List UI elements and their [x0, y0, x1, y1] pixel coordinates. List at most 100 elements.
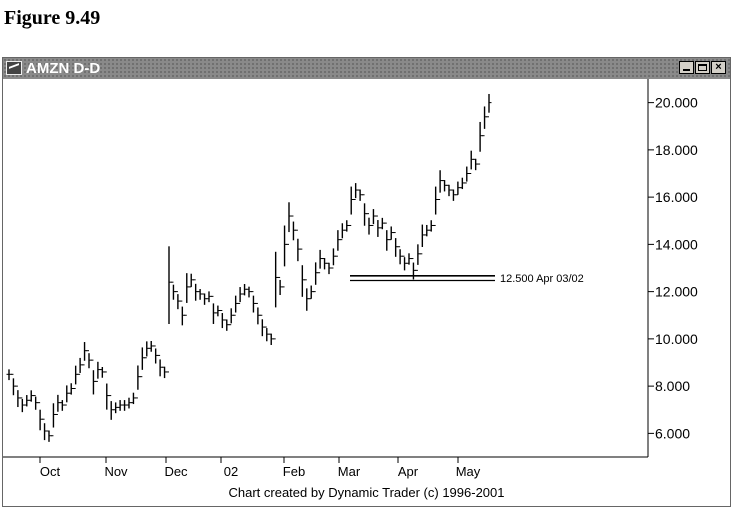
y-tick-label: 20.000: [655, 95, 698, 111]
price-bar: [255, 302, 261, 325]
price-bar: [357, 189, 363, 201]
price-bar: [433, 186, 439, 226]
close-button[interactable]: ×: [711, 61, 726, 74]
price-bar: [99, 366, 105, 378]
price-bar: [313, 262, 319, 293]
price-bar: [202, 293, 208, 305]
price-bar: [135, 365, 141, 399]
price-bar: [419, 224, 425, 255]
price-bar: [215, 305, 221, 317]
price-bar: [19, 397, 25, 413]
price-bar: [486, 93, 492, 118]
price-bar: [455, 181, 461, 196]
price-bar: [326, 262, 332, 275]
figure-caption: Figure 9.49: [4, 7, 101, 29]
x-tick-label: 02: [224, 464, 238, 479]
chart-credit: Chart created by Dynamic Trader (c) 1996…: [228, 485, 505, 500]
price-bar: [77, 357, 83, 375]
price-bar: [90, 359, 96, 395]
chart-window: AMZN D-D × 12.500 Apr 03/02 20.000 18.000…: [2, 57, 731, 507]
x-tick-label: Feb: [283, 464, 305, 479]
price-bar: [64, 385, 70, 406]
price-bar: [179, 300, 185, 326]
price-bar: [424, 224, 430, 237]
x-tick-label: Dec: [164, 464, 188, 479]
price-bar: [10, 373, 16, 396]
y-tick-label: 18.000: [655, 142, 698, 158]
price-bar: [170, 281, 176, 300]
price-bar: [50, 403, 56, 437]
x-tick-label: Mar: [338, 464, 361, 479]
y-tick-label: 6.000: [655, 425, 690, 441]
price-bar: [468, 150, 474, 174]
minimize-button[interactable]: [679, 61, 694, 74]
price-bar: [362, 194, 368, 226]
price-bar: [277, 276, 283, 296]
price-bar: [59, 400, 65, 411]
price-bar: [233, 295, 239, 316]
x-tick-label: Oct: [40, 464, 61, 479]
price-bar: [259, 314, 265, 337]
price-bar: [464, 166, 470, 184]
price-bar: [6, 369, 12, 381]
price-bar: [250, 291, 256, 313]
price-bar: [304, 279, 310, 311]
price-bar: [393, 232, 399, 257]
price-bar: [148, 341, 154, 352]
price-bar: [162, 366, 168, 379]
x-tick-label: Apr: [398, 464, 419, 479]
price-bar: [384, 222, 390, 251]
price-bar: [308, 285, 314, 300]
x-tick-label: May: [456, 464, 481, 479]
price-bar: [402, 255, 408, 271]
y-tick-label: 8.000: [655, 378, 690, 394]
price-bar: [28, 390, 34, 402]
price-bar: [473, 158, 479, 171]
price-bar: [330, 248, 336, 269]
y-tick-label: 16.000: [655, 189, 698, 205]
price-bar: [46, 430, 52, 442]
support-line-label: 12.500 Apr 03/02: [500, 273, 584, 285]
price-chart[interactable]: 12.500 Apr 03/02 20.000 18.000 16.000 14.00…: [3, 79, 730, 485]
price-bar: [428, 220, 434, 232]
price-bar: [157, 354, 163, 377]
price-bar: [366, 213, 372, 235]
price-bar: [237, 287, 243, 304]
price-bar: [55, 394, 61, 415]
x-axis-ticks: Oct Nov Dec 02 Feb Mar Apr May: [39, 457, 481, 479]
price-bar: [406, 253, 412, 265]
price-bar: [153, 345, 159, 364]
price-bar: [82, 342, 88, 366]
price-bar: [193, 279, 199, 301]
price-bar: [450, 189, 456, 201]
title-bar[interactable]: AMZN D-D ×: [3, 58, 730, 79]
price-bar: [95, 361, 101, 382]
price-bar: [242, 284, 248, 296]
price-bar: [113, 402, 119, 414]
price-bar: [282, 225, 288, 288]
price-bar: [459, 177, 465, 190]
y-axis-ticks: 20.000 18.000 16.000 14.000 12.000 10.000 8.00…: [648, 95, 698, 441]
price-bar: [339, 223, 345, 241]
price-bar: [33, 395, 39, 410]
price-bar: [246, 286, 252, 298]
price-bar: [379, 217, 385, 230]
price-bar: [437, 170, 443, 200]
price-bar: [388, 226, 394, 241]
y-tick-label: 10.000: [655, 331, 698, 347]
price-bar: [188, 273, 194, 288]
price-bar: [24, 395, 30, 407]
window-controls: ×: [679, 61, 726, 74]
price-bar: [442, 180, 448, 192]
price-bar: [268, 333, 274, 345]
price-bar: [224, 319, 230, 331]
price-bar: [126, 397, 132, 409]
chart-app-icon[interactable]: [6, 61, 22, 75]
price-bars: [6, 93, 492, 442]
restore-button[interactable]: [695, 61, 710, 74]
price-bar: [15, 385, 21, 408]
price-bar: [286, 202, 292, 245]
price-bar: [104, 371, 110, 410]
price-bar: [37, 402, 43, 431]
price-bar: [375, 215, 381, 237]
